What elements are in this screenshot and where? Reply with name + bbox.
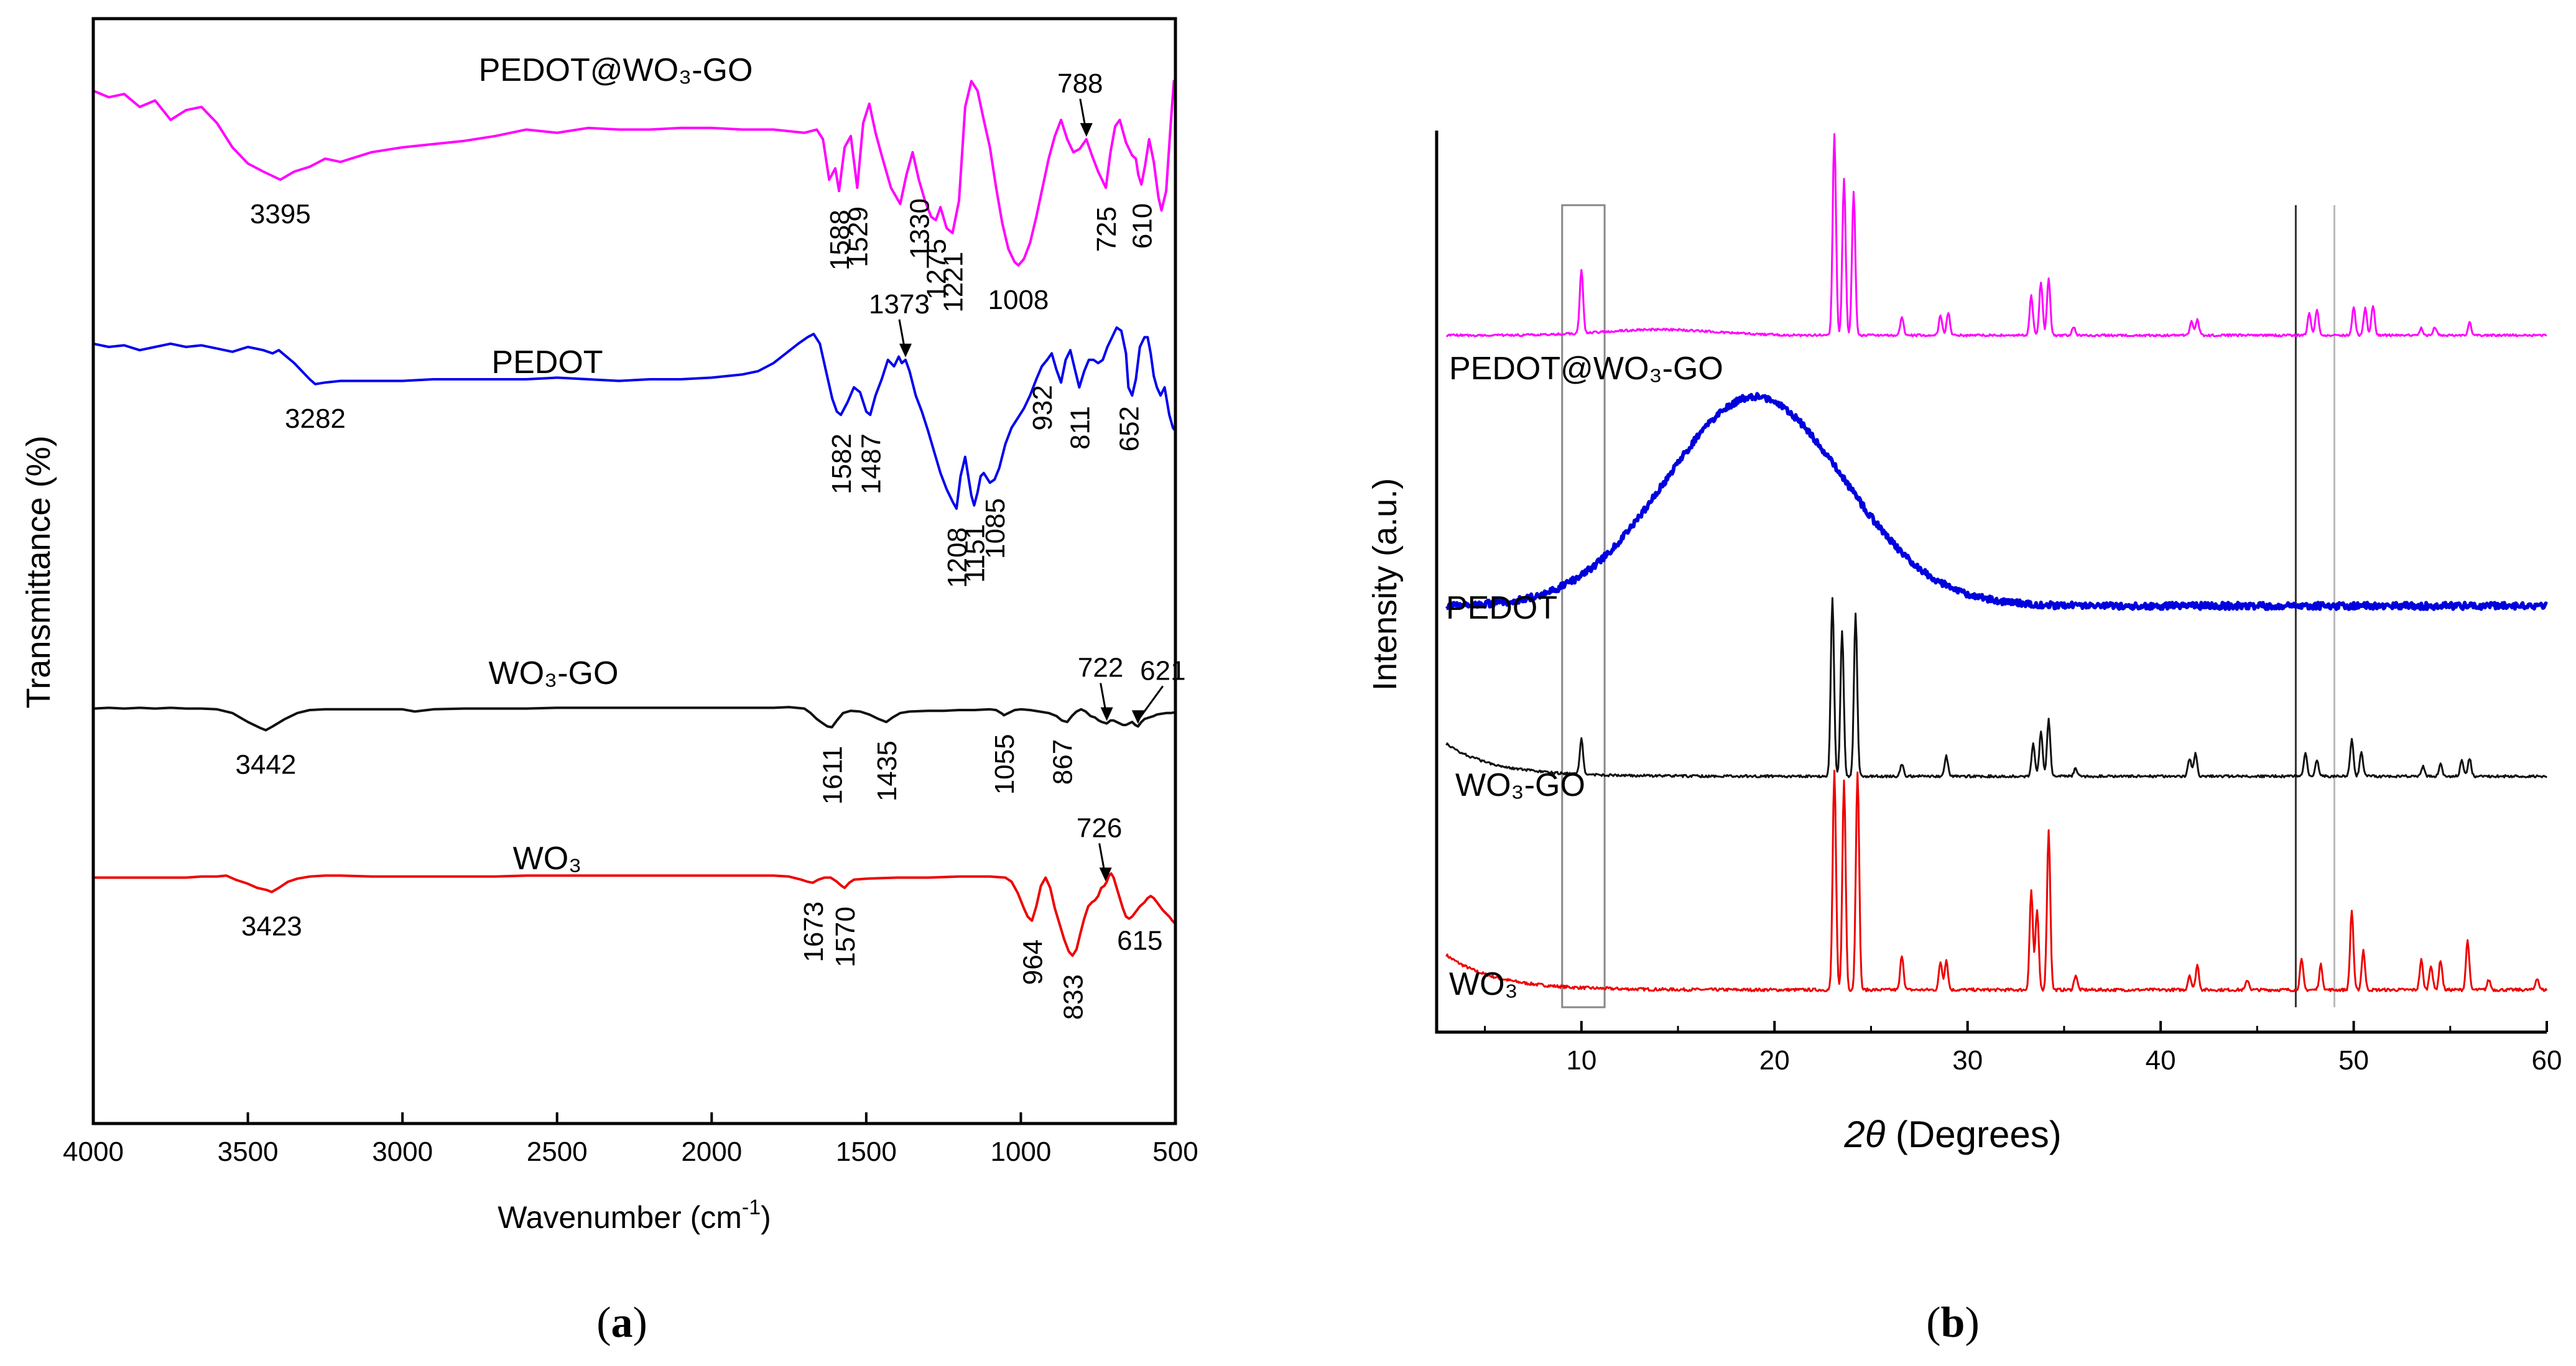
xrd-series-line-wo-go [1445, 597, 2547, 778]
peak-label-wo-3423: 3423 [241, 911, 302, 942]
panel-b-axes [1435, 131, 2547, 1034]
x-tick-label-500: 500 [1152, 1137, 1198, 1167]
peak-label-wo-go-867: 867 [1048, 739, 1078, 785]
peak-label-pedot-wo-go-1008: 1008 [988, 285, 1049, 315]
peak-arrowhead-wo-go-722 [1100, 707, 1113, 721]
x-tick-label-3000: 3000 [372, 1137, 433, 1167]
series-name-wo: WO₃ [513, 841, 582, 877]
peak-label-wo-go-1055: 1055 [989, 734, 1020, 795]
panel-a-series-group [93, 80, 1177, 957]
xrd-x-tick-label-20: 20 [1759, 1045, 1790, 1076]
peak-label-pedot-932: 932 [1027, 385, 1058, 430]
peak-label-pedot-811: 811 [1065, 406, 1095, 450]
peak-label-pedot-1151: 1151 [960, 524, 990, 583]
peak-label-pedot-1487: 1487 [856, 433, 886, 494]
x-tick-label-4000: 4000 [63, 1137, 124, 1167]
x-tick-label-2500: 2500 [527, 1137, 588, 1167]
x-tick-label-1500: 1500 [836, 1137, 897, 1167]
panel-a-x-ticks: 4000 3500 3000 2500 2000 1500 1000 500 [63, 1112, 1198, 1167]
series-line-pedot-wo-go [93, 80, 1177, 267]
panel-a-caption: (a) [596, 1299, 647, 1347]
peak-arrowhead-wo-go-621 [1131, 710, 1144, 724]
xrd-series-line-pedot-wo-go [1445, 133, 2547, 338]
peak-label-wo-go-722: 722 [1078, 653, 1123, 683]
xrd-x-tick-label-50: 50 [2338, 1045, 2369, 1076]
panel-b-x-axis-label: 2θ (Degrees) [1843, 1114, 2061, 1155]
peak-label-pedot-1085: 1085 [980, 498, 1011, 559]
peak-label-wo-go-1435: 1435 [872, 741, 902, 801]
peak-label-wo-1570: 1570 [830, 907, 861, 967]
peak-label-wo-615: 615 [1117, 926, 1162, 956]
peak-label-wo-go-621: 621 [1140, 655, 1185, 686]
xrd-x-tick-label-30: 30 [1952, 1045, 1983, 1076]
panel-a-x-axis-label: Wavenumber (cm-1) [498, 1196, 771, 1235]
panel-b-x-ticks: 10 20 30 40 50 60 [1484, 1021, 2562, 1076]
peak-arrowhead-pedot-1373 [899, 343, 912, 358]
peak-label-pedot-1582: 1582 [827, 433, 857, 494]
peak-label-wo-833: 833 [1058, 974, 1088, 1020]
peak-label-pedot-wo-go-1221: 1221 [938, 252, 969, 313]
panel-b-y-axis-label: Intensity (a.u.) [1366, 478, 1404, 691]
highlight-range-0 [1561, 204, 1606, 1008]
series-line-wo [93, 872, 1177, 957]
xrd-series-name-pedot-wo-go: PEDOT@WO₃-GO [1449, 351, 1723, 387]
peak-label-wo-964: 964 [1017, 939, 1048, 985]
peak-label-pedot-1373: 1373 [869, 289, 930, 320]
peak-label-pedot-wo-go-3395: 3395 [250, 199, 311, 229]
peak-arrowhead-pedot-wo-go-788 [1080, 123, 1093, 137]
x-tick-label-3500: 3500 [218, 1137, 279, 1167]
peak-label-pedot-3282: 3282 [285, 404, 346, 434]
xrd-series-name-wo: WO₃ [1449, 966, 1518, 1002]
peak-label-pedot-1208: 1208 [942, 527, 973, 588]
peak-label-pedot-wo-go-1529: 1529 [843, 206, 873, 267]
series-name-pedot-wo-go: PEDOT@WO₃-GO [479, 52, 753, 88]
peak-label-pedot-652: 652 [1114, 406, 1144, 451]
series-name-pedot: PEDOT [491, 344, 603, 381]
series-line-pedot [93, 326, 1177, 510]
xrd-series-line-wo [1445, 769, 2548, 992]
peak-label-pedot-wo-go-788: 788 [1057, 68, 1103, 99]
panel-a-axes-frame [91, 17, 1177, 1125]
peak-label-wo-go-1611: 1611 [818, 746, 848, 805]
panel-b-series-group [1445, 133, 2549, 992]
xrd-series-name-pedot: PEDOT [1446, 590, 1557, 626]
xrd-series-name-wo-go: WO₃-GO [1455, 767, 1585, 803]
series-line-wo-go [93, 706, 1176, 732]
xrd-x-tick-label-60: 60 [2532, 1045, 2562, 1076]
panel-b-caption: (b) [1926, 1299, 1980, 1347]
xrd-x-tick-label-40: 40 [2146, 1045, 2176, 1076]
peak-label-pedot-wo-go-610: 610 [1127, 203, 1157, 249]
peak-label-pedot-wo-go-725: 725 [1091, 206, 1122, 252]
series-name-wo-go: WO₃-GO [489, 655, 619, 691]
xrd-x-tick-label-10: 10 [1566, 1045, 1596, 1076]
peak-label-pedot-wo-go-1330: 1330 [904, 198, 935, 259]
x-tick-label-2000: 2000 [681, 1137, 742, 1167]
panel-b-series-labels: PEDOT@WO₃-GO PEDOT WO₃-GO WO₃ [1446, 351, 1723, 1002]
peak-label-pedot-wo-go-1275: 1275 [922, 239, 952, 300]
peak-label-pedot-wo-go-1588: 1588 [825, 210, 855, 270]
xrd-series-line-pedot [1445, 392, 2549, 611]
peak-label-wo-go-3442: 3442 [235, 749, 296, 780]
peak-label-wo-1673: 1673 [799, 902, 829, 962]
peak-arrowhead-wo-726 [1099, 867, 1112, 882]
peak-label-wo-726: 726 [1077, 813, 1122, 843]
x-tick-label-1000: 1000 [990, 1137, 1051, 1167]
panel-a-y-axis-label: Transmittance (%) [20, 435, 57, 708]
